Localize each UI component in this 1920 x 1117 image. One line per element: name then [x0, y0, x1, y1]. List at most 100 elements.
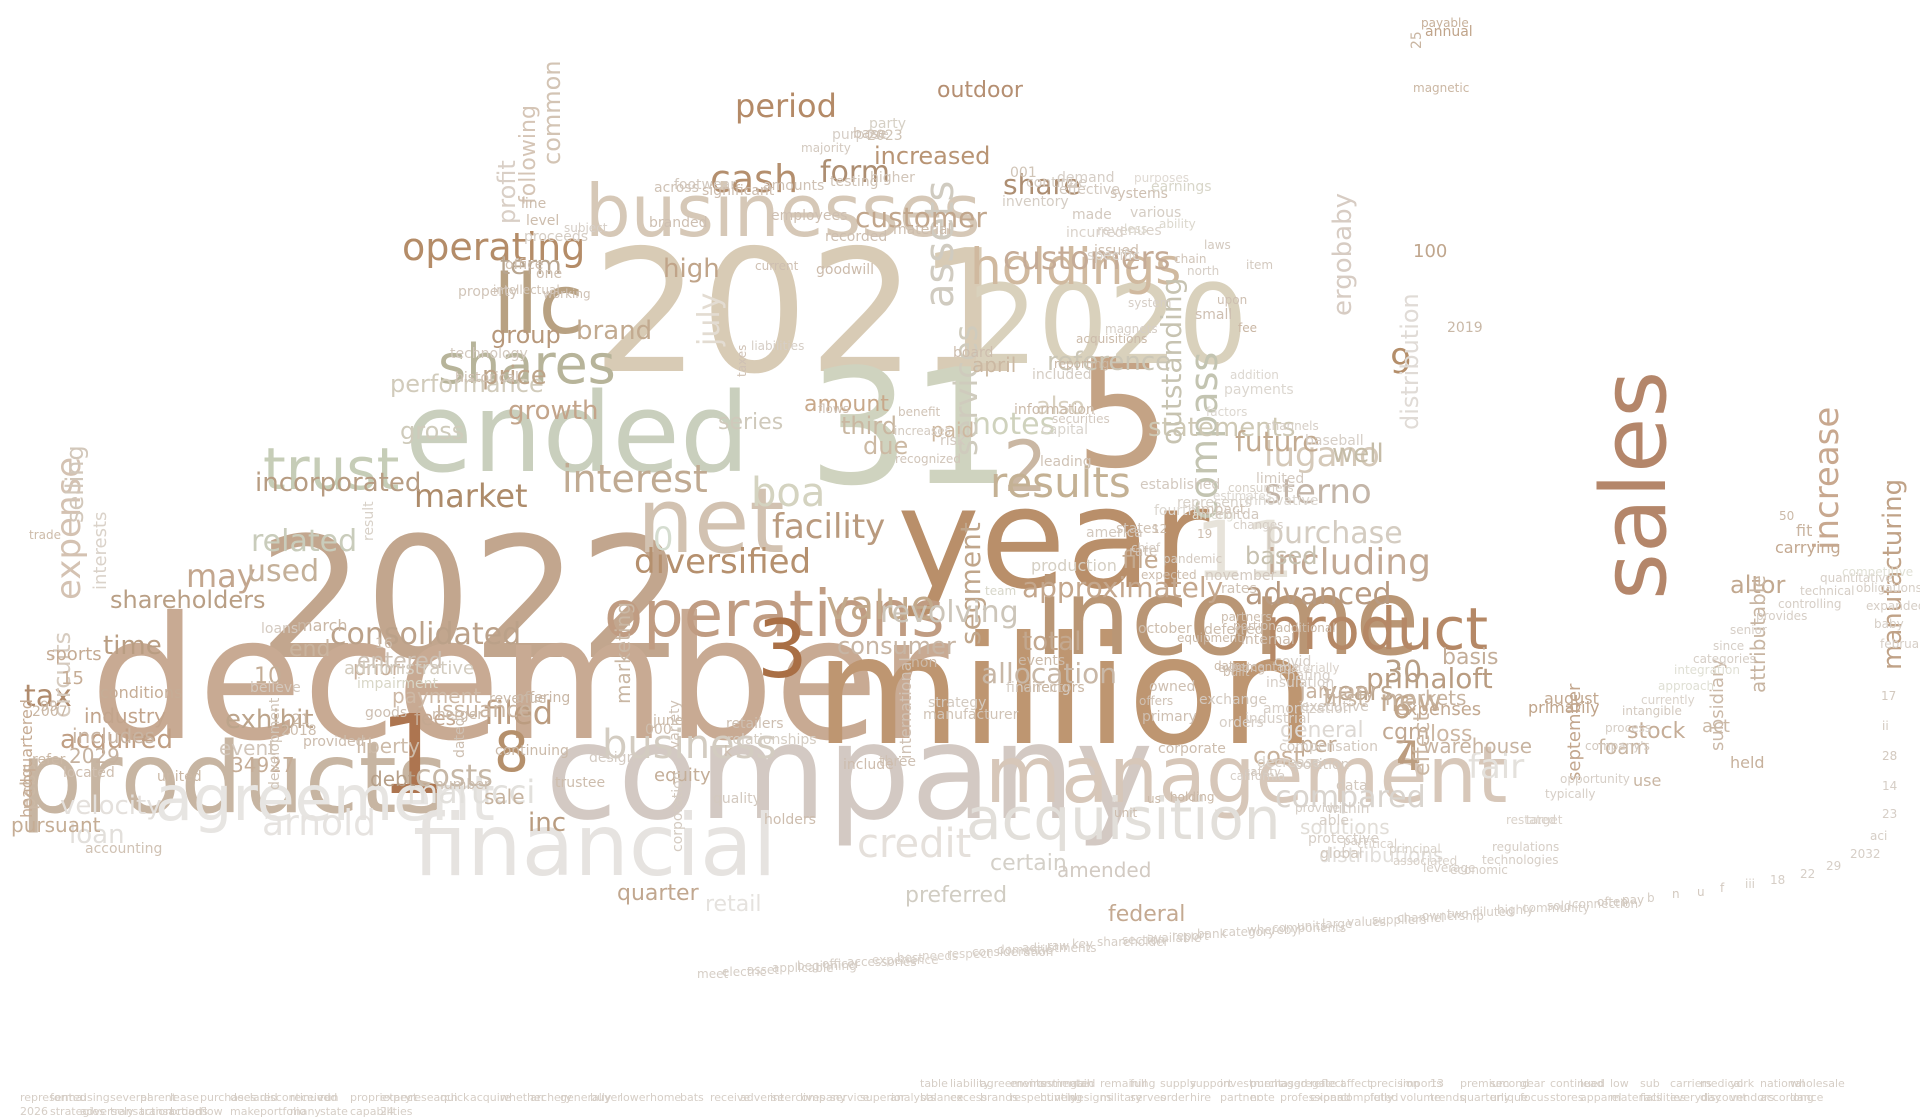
word-fit: fit: [1796, 521, 1813, 540]
word-limited: limited: [1256, 471, 1305, 487]
word-run: run: [320, 1091, 339, 1104]
word-higher: higher: [870, 170, 915, 186]
word-chafing: chafing: [1279, 668, 1331, 684]
word-2007: 2007: [32, 704, 68, 720]
word-wholesale: wholesale: [1790, 1077, 1845, 1090]
word-21: 21: [292, 712, 310, 728]
word-low: low: [1610, 1077, 1629, 1090]
word-portfolio: portfolio: [260, 1105, 306, 1117]
word-16: 16: [375, 636, 393, 652]
word-notes: notes: [972, 407, 1056, 442]
word-two: two: [1447, 907, 1469, 921]
word-typically: typically: [1545, 787, 1596, 801]
word-partners: partners: [1221, 610, 1272, 624]
word-agreements: agreements: [980, 1077, 1047, 1090]
word-materials: materials: [1610, 1091, 1662, 1104]
word-effective: effective: [1059, 182, 1120, 198]
word-securities: securities: [1052, 412, 1110, 426]
word-data: data: [1336, 778, 1368, 794]
word-company: company: [545, 696, 1154, 850]
word-also: also: [1036, 392, 1085, 420]
word-lives: lives: [800, 1091, 826, 1104]
word-systems: systems: [1110, 186, 1168, 202]
word-date: date: [1214, 659, 1242, 673]
word-since: since: [1713, 639, 1745, 653]
word-shares: shares: [438, 333, 616, 396]
word-leading: leading: [1040, 454, 1092, 470]
word-advanced: advanced: [1245, 577, 1392, 612]
word-protective: protective: [1308, 831, 1379, 847]
word-transaction: transaction: [110, 1105, 173, 1117]
word-among: among: [1192, 508, 1234, 522]
word-cash: cash: [710, 157, 799, 201]
word-working: working: [543, 287, 591, 301]
word-diversified: diversified: [634, 542, 812, 582]
word-lower: lower: [620, 1091, 651, 1104]
word-relationships: relationships: [727, 732, 817, 748]
word-included: included: [1032, 367, 1092, 383]
word-3: 3: [757, 603, 808, 696]
word-provides: provides: [1756, 609, 1808, 623]
word-15: 15: [61, 668, 84, 689]
word-second: second: [1490, 1077, 1530, 1090]
word-base: base: [853, 126, 887, 142]
word-future: future: [1235, 425, 1320, 458]
word-make: make: [230, 1105, 261, 1117]
word-additional: additional: [1276, 621, 1336, 635]
word-costs: costs: [415, 759, 493, 794]
word-specific: specific: [1087, 248, 1140, 264]
word-001: 001: [1010, 165, 1037, 181]
word-certain: certain: [990, 851, 1067, 876]
word-tax: tax: [24, 679, 72, 714]
word-consumer: consumer: [837, 632, 956, 660]
word-innovative: innovative: [1245, 493, 1319, 509]
word-liabilities: liabilities: [751, 339, 805, 353]
word-federal: federal: [1108, 902, 1186, 927]
word-cost: cost: [1253, 742, 1303, 770]
word-exhibit: exhibit: [225, 705, 314, 735]
word-safety: safety: [1244, 765, 1282, 779]
word-period: period: [735, 87, 837, 125]
word-business: business: [602, 722, 777, 768]
word-stock: stock: [1627, 719, 1686, 744]
word-technical: technical: [1800, 584, 1855, 598]
word-24: 24: [380, 1105, 394, 1117]
word-acquire: acquire: [470, 1091, 511, 1104]
word-liability: liability: [950, 1077, 990, 1090]
word-whether: whether: [500, 1091, 546, 1104]
word-lead: lead: [1580, 1077, 1604, 1090]
word-10: 10: [254, 664, 282, 689]
word-marucci: marucci: [407, 773, 536, 811]
word-used: used: [247, 554, 320, 589]
word-january: january: [1300, 679, 1376, 703]
word-amounts: amounts: [763, 178, 825, 194]
word-outdoor: outdoor: [937, 78, 1023, 103]
word-shareholder: shareholder: [1097, 935, 1169, 949]
word-offering: offering: [516, 690, 571, 706]
word-2019: 2019: [1447, 320, 1483, 336]
word-development: development: [267, 697, 283, 790]
word-expected: expected: [1141, 568, 1197, 582]
word-12: 12: [1152, 522, 1168, 536]
word-primaloft: primaloft: [1366, 662, 1493, 695]
word-operating: operating: [402, 225, 586, 269]
word-event: event: [219, 736, 276, 760]
word-solutions: solutions: [1300, 815, 1390, 839]
word-proprietary: proprietary: [350, 1091, 412, 1104]
word-beginning: beginning: [797, 959, 857, 973]
word-continue: continue: [1026, 175, 1087, 191]
word-sales: sales: [1582, 370, 1687, 600]
word-accessories: accessories: [847, 955, 917, 969]
word-august: august: [1544, 689, 1599, 708]
word-several: several: [110, 1091, 151, 1104]
word-broad: broad: [170, 1105, 202, 1117]
word-superior: superior: [860, 1091, 906, 1104]
word-product: product: [1265, 595, 1489, 663]
word-february: february: [1880, 637, 1920, 651]
word-york: york: [1730, 1077, 1755, 1090]
word-category: category: [1222, 925, 1276, 939]
word-large: large: [1322, 917, 1353, 931]
word-chief: chief: [1131, 541, 1161, 555]
word-directors: directors: [1023, 680, 1085, 696]
word-economic: economic: [1450, 863, 1508, 877]
